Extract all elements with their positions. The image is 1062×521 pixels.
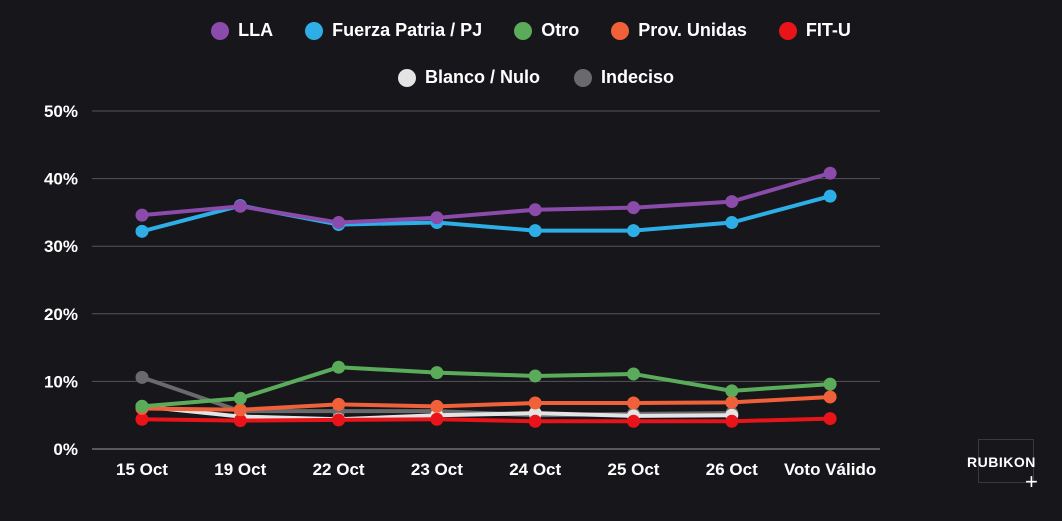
- series-line: [140, 416, 833, 424]
- x-tick-label: 24 Oct: [509, 460, 561, 479]
- brand-name: RUBIKON: [967, 454, 1036, 470]
- legend-item-fuerza-patria-pj: Fuerza Patria / PJ: [305, 20, 482, 41]
- series-line: [140, 365, 833, 409]
- series-line: [140, 171, 833, 225]
- legend-label: Otro: [541, 20, 580, 40]
- data-point: [528, 369, 542, 383]
- legend-label: Blanco / Nulo: [424, 67, 540, 87]
- legend-label: FIT-U: [805, 20, 851, 40]
- data-point: [627, 224, 640, 238]
- legend-swatch: [778, 21, 797, 40]
- data-point: [823, 166, 837, 180]
- x-tick-label: Voto Válido: [784, 460, 876, 479]
- legend-swatch: [305, 21, 324, 40]
- data-point: [823, 189, 837, 203]
- x-tick-label: 26 Oct: [706, 460, 758, 479]
- data-point: [430, 399, 444, 413]
- y-axis-ticks: 0% 10% 20% 30% 40% 50%: [44, 102, 78, 459]
- legend-label: Prov. Unidas: [638, 20, 747, 40]
- data-point: [823, 390, 837, 404]
- series-line: [140, 394, 833, 412]
- data-point: [135, 208, 149, 222]
- y-tick-label: 10%: [44, 372, 78, 391]
- data-point: [725, 195, 739, 209]
- data-point: [233, 199, 247, 213]
- legend-label: Indeciso: [600, 67, 675, 87]
- series-otro: [135, 360, 837, 413]
- x-tick-label: 19 Oct: [214, 460, 266, 479]
- data-point: [627, 367, 640, 381]
- legend-item-otro: Otro: [514, 20, 579, 41]
- y-tick-label: 30%: [44, 237, 78, 256]
- y-tick-label: 20%: [44, 305, 78, 324]
- legend-swatch: [211, 21, 230, 40]
- data-point: [135, 412, 149, 426]
- legend-swatch: [514, 21, 533, 40]
- series-lla: [135, 166, 837, 230]
- y-tick-label: 0%: [53, 440, 78, 459]
- legend-swatch: [397, 68, 416, 87]
- x-tick-label: 22 Oct: [313, 460, 365, 479]
- x-tick-label: 25 Oct: [608, 460, 660, 479]
- data-point: [627, 414, 640, 428]
- data-point: [135, 224, 149, 238]
- data-point: [233, 391, 247, 405]
- data-point: [332, 360, 346, 374]
- y-tick-label: 50%: [44, 102, 78, 121]
- data-point: [430, 412, 444, 426]
- x-tick-label: 15 Oct: [116, 460, 168, 479]
- legend-row-2: Blanco / Nulo Indeciso: [0, 67, 1062, 88]
- data-point: [528, 396, 542, 410]
- legend-label: LLA: [238, 20, 274, 40]
- data-point: [725, 216, 739, 230]
- x-tick-label: 23 Oct: [411, 460, 463, 479]
- data-point: [627, 201, 640, 215]
- legend-item-fit-u: FIT-U: [778, 20, 851, 41]
- data-point: [823, 377, 837, 391]
- legend-item-indeciso: Indeciso: [573, 67, 675, 88]
- data-point: [135, 370, 149, 384]
- rubikon-logo: RUBIKON +: [967, 439, 1038, 493]
- data-point: [725, 395, 739, 409]
- data-point: [725, 384, 739, 398]
- data-point: [528, 414, 542, 428]
- data-point: [233, 403, 247, 417]
- legend-swatch: [611, 21, 630, 40]
- legend-item-lla: LLA: [211, 20, 273, 41]
- x-axis-ticks: 15 Oct 19 Oct 22 Oct 23 Oct 24 Oct 25 Oct 26 O…: [116, 460, 876, 479]
- y-tick-label: 40%: [44, 170, 78, 189]
- data-point: [528, 224, 542, 238]
- legend-row-1: LLA Fuerza Patria / PJ Otro Prov. Unidas FIT…: [0, 20, 1062, 41]
- series-fit-u: [135, 412, 837, 428]
- data-point: [627, 396, 640, 410]
- data-point: [135, 399, 149, 413]
- data-point: [725, 414, 739, 428]
- data-point: [332, 216, 346, 230]
- data-point: [823, 412, 837, 426]
- series-layer: [135, 166, 837, 428]
- grid-layer: [92, 110, 880, 450]
- data-point: [430, 366, 444, 380]
- legend-label: Fuerza Patria / PJ: [332, 20, 483, 40]
- data-point: [430, 211, 444, 225]
- legend-item-prov-unidas: Prov. Unidas: [611, 20, 747, 41]
- legend-swatch: [573, 68, 592, 87]
- brand-plus-icon: +: [1025, 469, 1038, 494]
- legend-item-blanco-nulo: Blanco / Nulo: [397, 67, 540, 88]
- data-point: [332, 397, 346, 411]
- data-point: [332, 413, 346, 427]
- data-point: [233, 414, 247, 428]
- data-point: [528, 203, 542, 217]
